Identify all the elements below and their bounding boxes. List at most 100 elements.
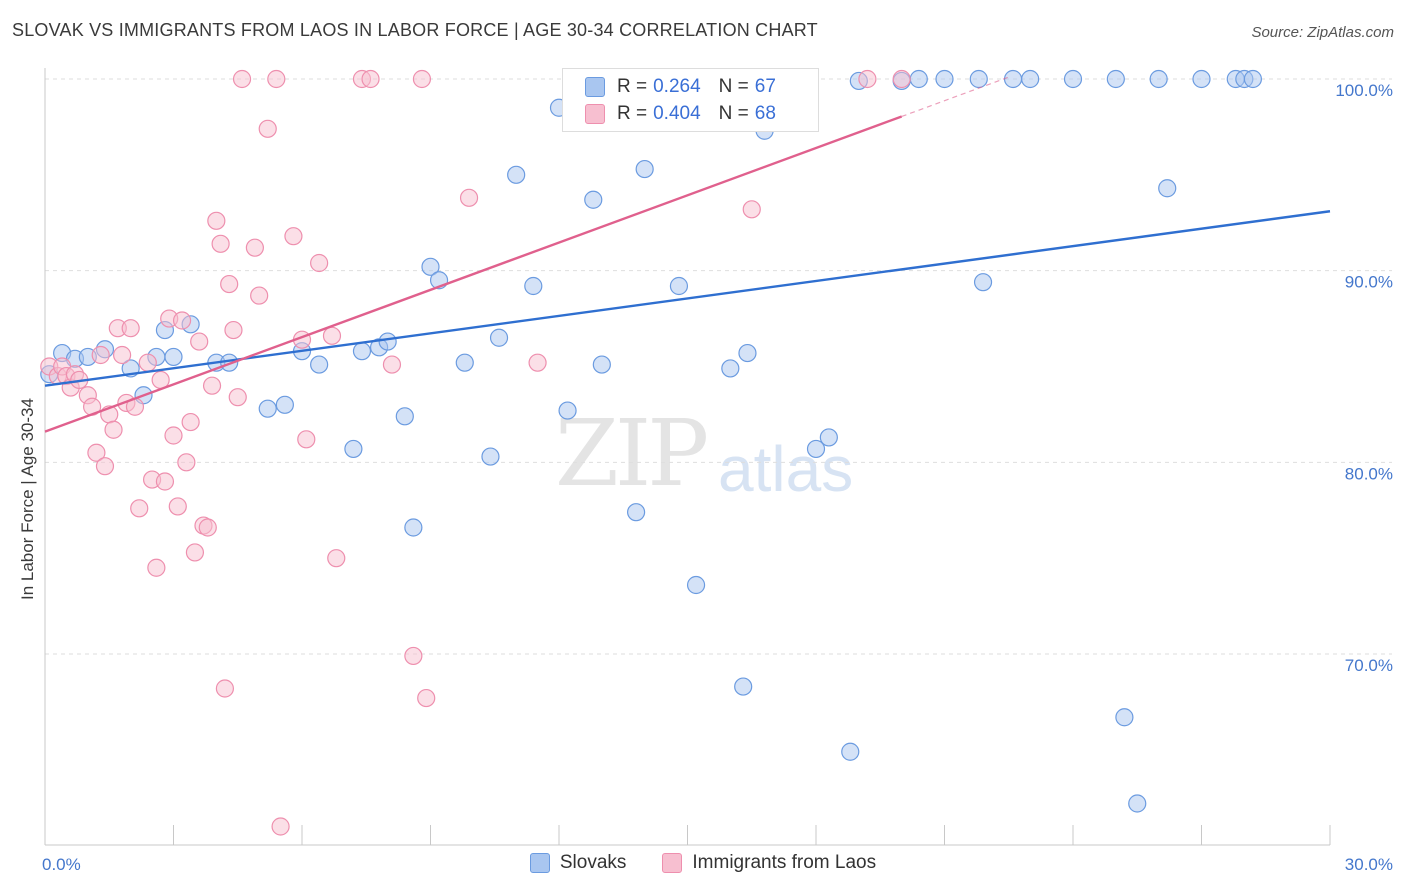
slovaks-point	[909, 69, 928, 89]
slovaks-point	[164, 347, 183, 367]
laos-point	[172, 311, 192, 330]
slovaks-point	[1243, 69, 1263, 89]
slovaks-point	[1192, 69, 1211, 89]
legend-label-laos: Immigrants from Laos	[692, 852, 877, 873]
slovaks-point	[1158, 179, 1177, 198]
slovaks-point	[507, 165, 526, 184]
slovaks-point	[635, 159, 654, 179]
slovaks-point	[841, 742, 860, 761]
legend-item-laos[interactable]: Immigrants from Laos	[662, 852, 876, 874]
slovaks-point	[806, 439, 826, 459]
legend-n-value: 67	[754, 76, 776, 97]
slovaks-point	[275, 395, 294, 414]
laos-trend-line-extension	[901, 76, 1009, 118]
legend-label-slovaks: Slovaks	[559, 852, 627, 873]
laos-point	[95, 457, 115, 476]
slovaks-point	[352, 342, 372, 361]
legend-r-value: 0.404	[653, 103, 701, 124]
laos-point	[112, 345, 132, 365]
laos-point	[121, 319, 140, 338]
chart-title: SLOVAK VS IMMIGRANTS FROM LAOS IN LABOR …	[12, 20, 818, 40]
laos-point	[258, 119, 277, 138]
laos-point	[417, 688, 436, 708]
slovaks-point	[395, 407, 414, 426]
laos-point	[190, 332, 209, 351]
slovaks-point	[969, 69, 988, 89]
laos-point	[104, 420, 123, 439]
slovaks-point	[524, 276, 543, 296]
laos-point	[250, 286, 269, 305]
slovaks-point	[1149, 69, 1168, 89]
laos-point	[198, 518, 217, 537]
x-tick-label: 30.0%	[1345, 855, 1393, 874]
legend-r-key: R =	[617, 76, 648, 97]
slovaks-point	[378, 332, 397, 351]
laos-point	[138, 353, 157, 372]
y-tick-label: 100.0%	[1335, 81, 1393, 100]
laos-point	[202, 376, 222, 395]
laos-point	[207, 211, 226, 230]
laos-point	[228, 388, 247, 407]
slovaks-trend-line	[44, 210, 1331, 387]
laos-point	[232, 69, 252, 89]
laos-point	[215, 679, 234, 698]
laos-point	[245, 238, 264, 257]
watermark-zip: ZIP	[555, 400, 709, 507]
legend-swatch-slovaks	[529, 853, 550, 873]
x-tick-label: 0.0%	[42, 855, 81, 874]
laos-point	[177, 453, 196, 472]
slovaks-point	[404, 518, 423, 537]
laos-point	[91, 345, 110, 365]
laos-point	[185, 543, 205, 562]
laos-point	[147, 558, 166, 577]
laos-point	[155, 472, 175, 491]
legend-row-slovaks: R = 0.264 N = 67	[585, 74, 776, 100]
laos-point	[271, 817, 290, 836]
slovaks-point	[489, 328, 509, 347]
laos-point	[382, 355, 402, 374]
slovaks-point	[973, 273, 993, 292]
legend-item-slovaks[interactable]: Slovaks	[529, 852, 627, 874]
laos-point	[858, 69, 877, 89]
slovaks-point	[734, 677, 753, 696]
legend-r-key: R =	[617, 103, 648, 124]
legend-swatch-slovaks	[585, 77, 605, 97]
laos-point	[310, 253, 329, 273]
laos-point	[220, 274, 239, 294]
laos-point	[87, 443, 106, 462]
legend-row-laos: R = 0.404 N = 68	[585, 101, 776, 127]
slovaks-point	[1063, 69, 1083, 89]
slovaks-point	[592, 355, 611, 374]
slovaks-point	[1021, 69, 1040, 89]
legend-n-value: 68	[754, 103, 776, 124]
slovaks-point	[421, 257, 440, 276]
y-tick-label: 90.0%	[1345, 273, 1393, 292]
laos-point	[322, 326, 342, 345]
slovaks-point	[738, 343, 757, 363]
slovaks-point	[481, 447, 500, 466]
slovaks-point	[310, 355, 329, 374]
laos-trend-line	[44, 115, 903, 433]
slovaks-point	[258, 399, 277, 418]
slovaks-point	[669, 276, 689, 296]
slovaks-point	[626, 503, 646, 522]
slovaks-point	[584, 190, 603, 209]
laos-point	[459, 188, 479, 207]
laos-point	[742, 200, 761, 219]
laos-point	[412, 69, 432, 89]
series-legend: Slovaks Immigrants from Laos	[0, 852, 1406, 874]
source-credit: Source: ZipAtlas.com	[1251, 24, 1394, 41]
laos-point	[297, 430, 316, 449]
slovaks-point	[1115, 708, 1134, 727]
laos-point	[164, 426, 183, 445]
slovaks-point	[721, 359, 740, 378]
slovaks-point	[455, 353, 474, 372]
slovaks-point	[558, 401, 577, 420]
legend-n-key: N =	[718, 76, 749, 97]
laos-point	[284, 227, 303, 246]
legend-n-key: N =	[718, 103, 749, 124]
laos-point	[224, 320, 243, 340]
y-tick-label: 80.0%	[1345, 464, 1393, 483]
laos-point	[361, 69, 380, 89]
